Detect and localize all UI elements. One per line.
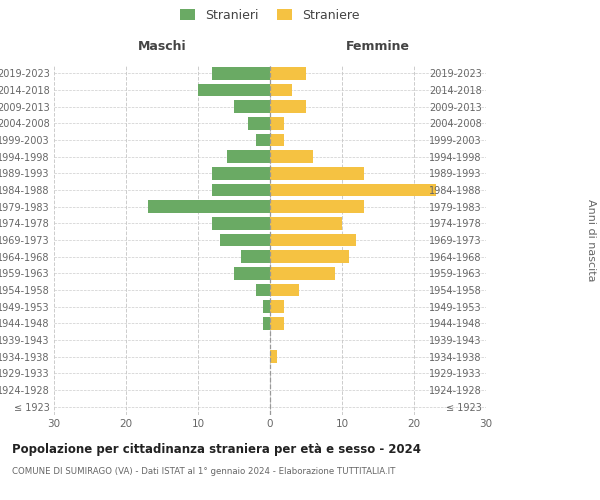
Bar bbox=[212, 184, 270, 196]
Bar bbox=[270, 317, 284, 330]
Bar bbox=[148, 200, 270, 213]
Text: Anni di nascita: Anni di nascita bbox=[586, 198, 596, 281]
Bar bbox=[234, 267, 270, 280]
Bar bbox=[270, 200, 364, 213]
Bar bbox=[270, 267, 335, 280]
Bar bbox=[256, 134, 270, 146]
Text: COMUNE DI SUMIRAGO (VA) - Dati ISTAT al 1° gennaio 2024 - Elaborazione TUTTITALI: COMUNE DI SUMIRAGO (VA) - Dati ISTAT al … bbox=[12, 468, 395, 476]
Bar bbox=[270, 234, 356, 246]
Bar bbox=[270, 284, 299, 296]
Bar bbox=[270, 350, 277, 363]
Bar bbox=[270, 117, 284, 130]
Bar bbox=[212, 217, 270, 230]
Bar bbox=[263, 317, 270, 330]
Bar bbox=[227, 150, 270, 163]
Text: Popolazione per cittadinanza straniera per età e sesso - 2024: Popolazione per cittadinanza straniera p… bbox=[12, 442, 421, 456]
Bar bbox=[212, 167, 270, 179]
Bar bbox=[263, 300, 270, 313]
Text: Femmine: Femmine bbox=[346, 40, 410, 54]
Bar bbox=[270, 167, 364, 179]
Bar bbox=[270, 134, 284, 146]
Bar bbox=[270, 250, 349, 263]
Bar bbox=[220, 234, 270, 246]
Bar bbox=[270, 150, 313, 163]
Bar bbox=[248, 117, 270, 130]
Text: Maschi: Maschi bbox=[137, 40, 187, 54]
Bar bbox=[270, 300, 284, 313]
Bar bbox=[241, 250, 270, 263]
Bar bbox=[234, 100, 270, 113]
Bar bbox=[212, 67, 270, 80]
Bar bbox=[270, 100, 306, 113]
Bar bbox=[270, 67, 306, 80]
Legend: Stranieri, Straniere: Stranieri, Straniere bbox=[180, 8, 360, 22]
Bar bbox=[270, 84, 292, 96]
Bar bbox=[256, 284, 270, 296]
Bar bbox=[270, 217, 342, 230]
Bar bbox=[198, 84, 270, 96]
Bar bbox=[270, 184, 436, 196]
